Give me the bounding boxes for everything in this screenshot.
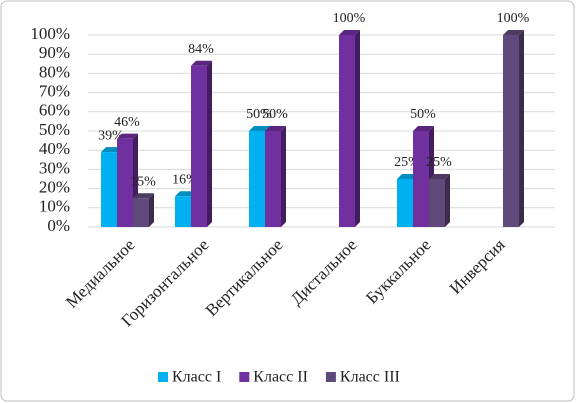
- bar: [265, 131, 281, 227]
- bar-top: [191, 60, 212, 66]
- y-tick-label: 30%: [39, 158, 70, 177]
- bar: [339, 35, 355, 227]
- data-label: 50%: [410, 107, 436, 122]
- legend-swatch: [325, 372, 336, 382]
- bar: [397, 179, 413, 227]
- bar: [101, 152, 117, 227]
- data-label: 50%: [246, 107, 272, 122]
- y-tick-label: 0%: [47, 216, 70, 235]
- bar: [429, 179, 445, 227]
- bar-top: [339, 30, 360, 35]
- bar: [175, 196, 191, 227]
- y-tick-label: 100%: [30, 24, 70, 43]
- bar: [133, 198, 149, 227]
- y-tick-label: 20%: [39, 178, 70, 197]
- legend-swatch: [239, 372, 250, 382]
- bar: [249, 131, 265, 227]
- data-label: 46%: [114, 115, 140, 130]
- legend-label: Класс II: [253, 369, 308, 386]
- bar: [117, 138, 133, 227]
- legend-label: Класс III: [340, 369, 400, 386]
- data-label: 25%: [426, 155, 452, 170]
- y-tick-label: 70%: [39, 82, 70, 101]
- y-tick-label: 10%: [39, 197, 70, 216]
- bar-side: [149, 193, 154, 227]
- bar-top: [503, 30, 524, 35]
- bar: [413, 131, 429, 227]
- data-label: 84%: [188, 42, 214, 57]
- data-label: 50%: [262, 107, 288, 122]
- bar-top: [117, 133, 138, 139]
- bar-side: [445, 174, 450, 227]
- bar-top: [249, 126, 270, 131]
- bar-top: [397, 174, 418, 179]
- bar-top: [265, 126, 286, 131]
- bar-top: [133, 193, 154, 199]
- bar-side: [355, 30, 360, 227]
- bar-side: [519, 30, 524, 227]
- bar-side: [281, 126, 286, 227]
- data-label: 15%: [130, 174, 156, 189]
- bar: [191, 65, 207, 227]
- bar-side: [207, 60, 212, 227]
- legend-swatch: [158, 372, 168, 382]
- y-tick-label: 80%: [39, 62, 70, 81]
- legend-label: Класс I: [172, 369, 221, 386]
- bar: [503, 35, 519, 227]
- bar-top: [175, 191, 196, 197]
- y-tick-label: 90%: [39, 43, 70, 62]
- y-tick-label: 40%: [39, 139, 70, 158]
- data-label: 100%: [333, 11, 366, 26]
- bar-top: [413, 126, 434, 131]
- y-tick-label: 60%: [39, 101, 70, 120]
- bar-top: [429, 174, 450, 179]
- data-label: 100%: [497, 11, 530, 26]
- y-tick-label: 50%: [39, 120, 70, 139]
- bar-top: [101, 147, 122, 153]
